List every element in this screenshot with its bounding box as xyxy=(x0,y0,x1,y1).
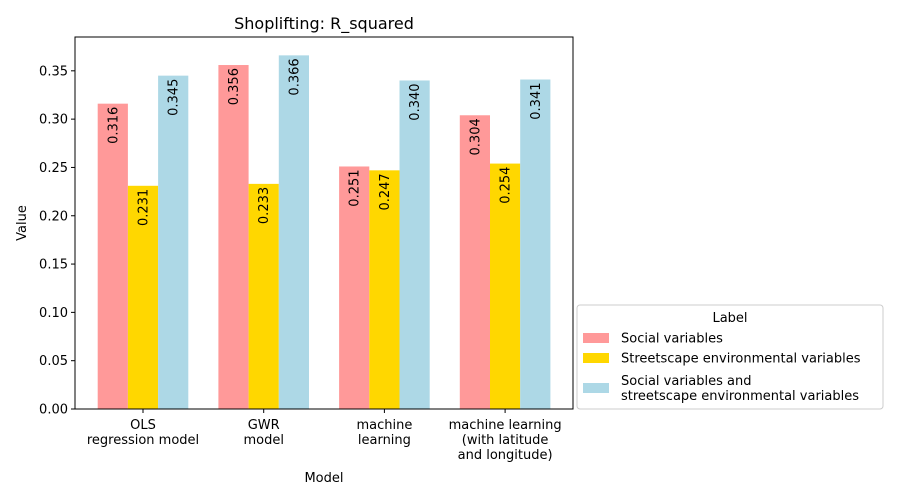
legend-label: Streetscape environmental variables xyxy=(621,352,861,367)
y-tick-label: 0.35 xyxy=(39,64,68,79)
bar-value-label: 0.345 xyxy=(167,79,182,116)
bar-value-label: 0.233 xyxy=(257,187,272,224)
legend-box xyxy=(576,304,884,410)
bar xyxy=(490,163,521,409)
bar-labels-group: 0.316 0.356 0.251 0.304 0.231 0.233 0.247 0.254… xyxy=(106,58,544,226)
legend-label: streetscape environmental variables xyxy=(621,389,859,404)
bar xyxy=(248,183,279,409)
bar xyxy=(459,115,490,409)
bar xyxy=(158,75,189,409)
bar xyxy=(127,185,159,409)
x-tick-label: machine xyxy=(356,418,412,433)
x-tick-label: (with latitude xyxy=(462,433,549,448)
y-tick-label: 0.10 xyxy=(39,306,68,321)
y-tick-label: 0.15 xyxy=(39,258,68,273)
legend-swatch xyxy=(583,383,609,393)
x-tick-label: machine learning xyxy=(449,418,562,433)
bar xyxy=(399,80,430,409)
bar-value-label: 0.247 xyxy=(378,173,393,210)
bar xyxy=(278,55,309,410)
x-tick-label: GWR xyxy=(248,418,280,433)
bars-group xyxy=(97,55,551,410)
bar-value-label: 0.341 xyxy=(529,83,544,120)
bar xyxy=(369,170,400,409)
bar-value-label: 0.254 xyxy=(499,167,514,204)
x-tick-label: learning xyxy=(358,433,411,448)
chart-title: Shoplifting: R_squared xyxy=(234,14,414,34)
bar-value-label: 0.231 xyxy=(137,189,152,226)
bar-value-label: 0.356 xyxy=(227,68,242,105)
bar-value-label: 0.366 xyxy=(287,58,302,95)
y-tick-label: 0.00 xyxy=(39,403,68,418)
legend-swatch xyxy=(583,353,609,363)
legend-items: Social variables Streetscape environmenta… xyxy=(583,332,861,404)
bar xyxy=(218,65,249,409)
x-tick-label: regression model xyxy=(87,433,199,448)
bar xyxy=(97,103,128,409)
legend-title: Label xyxy=(712,311,747,326)
legend-label: Social variables xyxy=(621,332,723,347)
legend-label: Social variables and xyxy=(621,374,751,389)
bar xyxy=(520,79,551,409)
x-tick-label: model xyxy=(243,433,283,448)
bar-value-label: 0.316 xyxy=(106,107,121,144)
y-axis-label: Value xyxy=(15,205,30,241)
x-axis-label: Model xyxy=(304,471,343,486)
bar-value-label: 0.251 xyxy=(348,169,363,206)
y-tick-label: 0.25 xyxy=(39,161,68,176)
x-tick-label: and longitude) xyxy=(458,448,553,463)
x-tick-label: OLS xyxy=(130,418,156,433)
y-axis: 0.00 0.05 0.10 0.15 0.20 0.25 0.30 0.35 xyxy=(39,64,75,418)
bar-value-label: 0.340 xyxy=(408,83,423,120)
y-tick-label: 0.30 xyxy=(39,113,68,128)
y-tick-label: 0.20 xyxy=(39,209,68,224)
bar-value-label: 0.304 xyxy=(468,118,483,155)
legend: Label Social variables Streetscape enviro… xyxy=(576,304,884,410)
bar xyxy=(339,166,370,409)
y-tick-label: 0.05 xyxy=(39,354,68,369)
plot-frame xyxy=(74,36,574,410)
legend-swatch xyxy=(583,333,609,343)
